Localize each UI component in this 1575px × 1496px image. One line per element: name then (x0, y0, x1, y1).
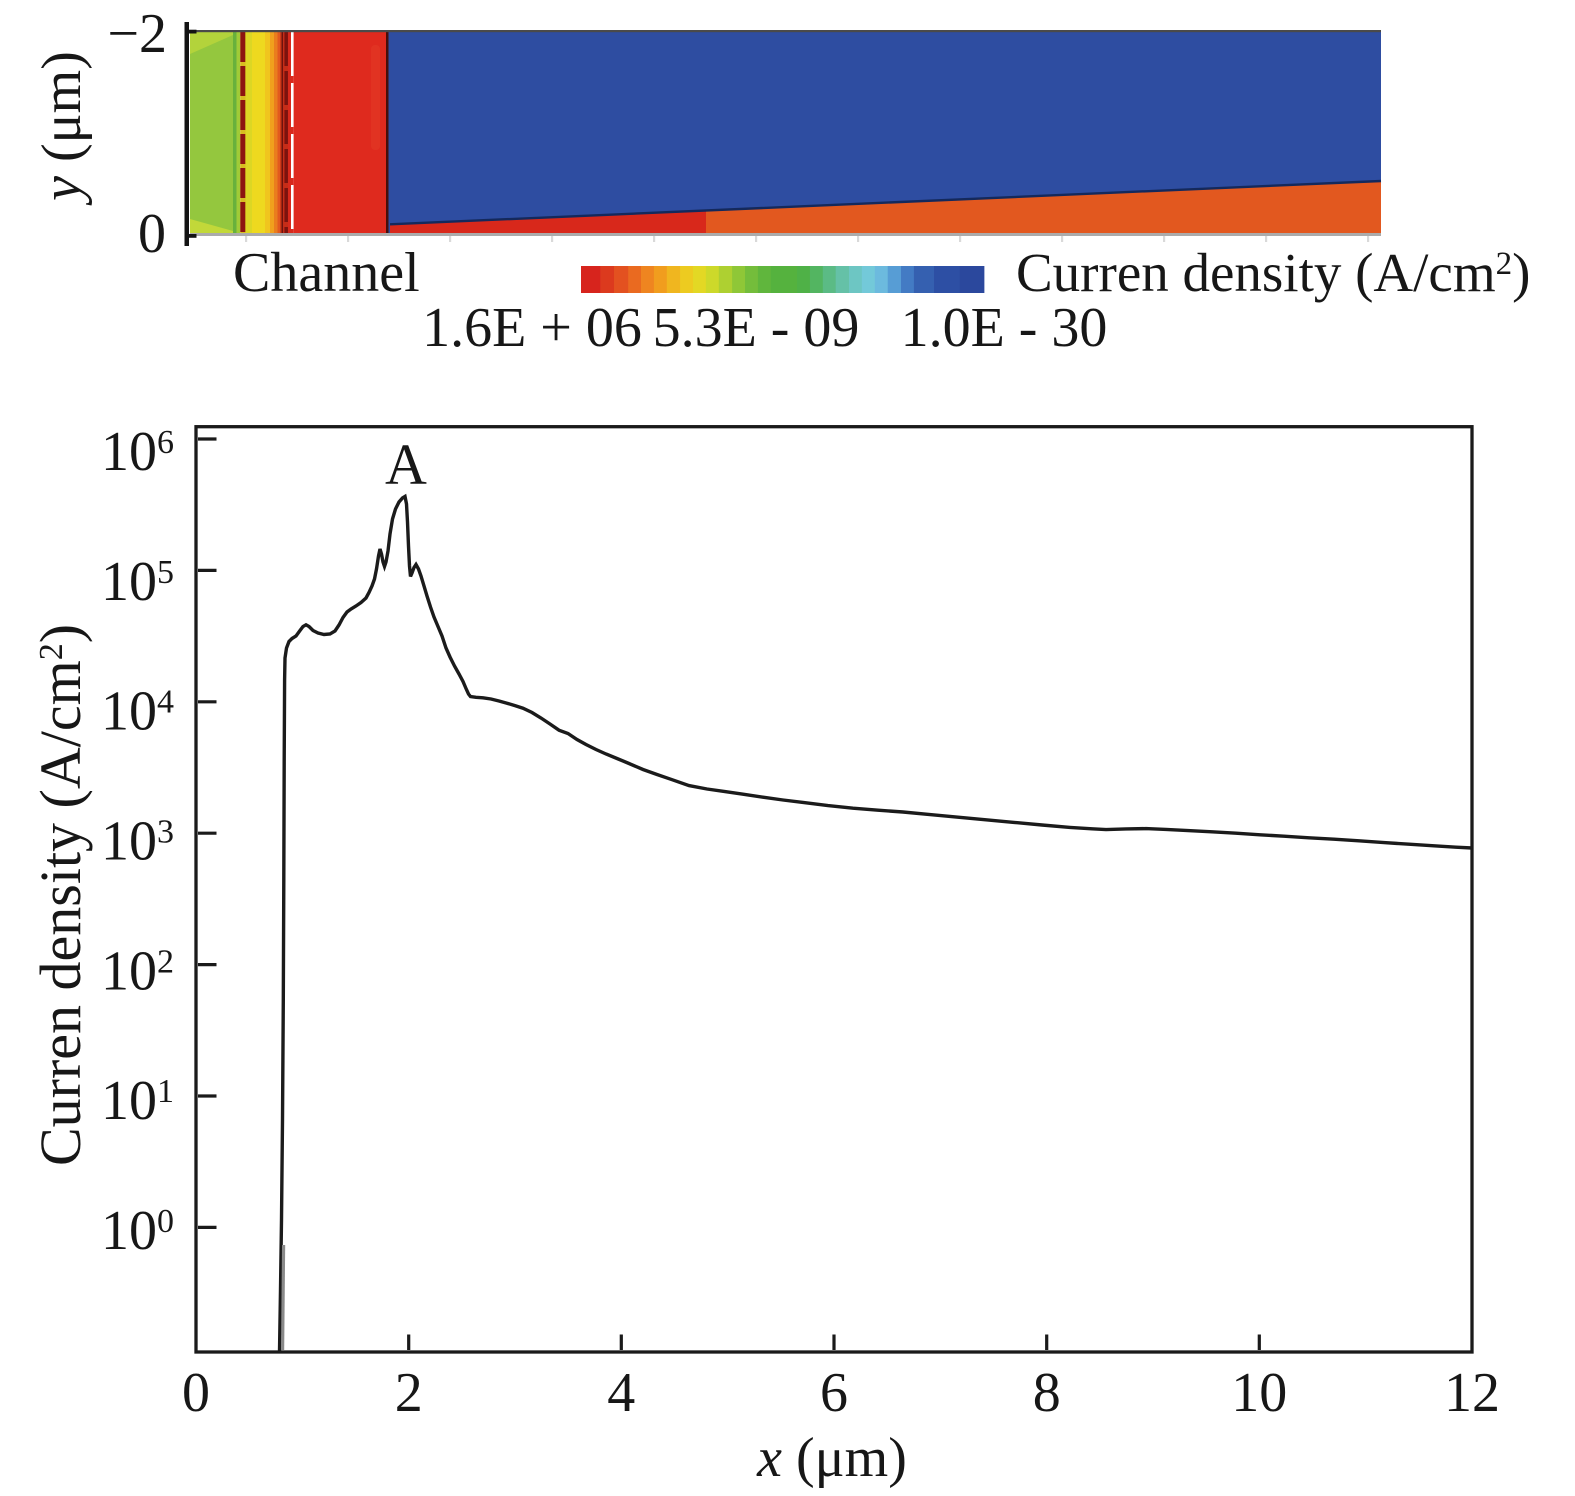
svg-text:A: A (385, 432, 427, 497)
svg-text:5.3E - 09: 5.3E - 09 (653, 297, 860, 359)
svg-text:10: 10 (1231, 1362, 1287, 1424)
svg-text:4: 4 (607, 1362, 635, 1424)
svg-text:1.0E - 30: 1.0E - 30 (901, 297, 1108, 359)
svg-text:Curren density (A/cm2): Curren density (A/cm2) (1016, 242, 1530, 303)
svg-text:12: 12 (1444, 1362, 1500, 1424)
svg-text:y (μm): y (μm) (31, 51, 93, 206)
svg-text:2: 2 (395, 1362, 423, 1424)
svg-text:Curren density (A/cm2): Curren density (A/cm2) (28, 624, 93, 1166)
svg-text:1.6E + 06: 1.6E + 06 (422, 297, 642, 359)
svg-text:0: 0 (182, 1362, 210, 1424)
svg-text:x (μm): x (μm) (756, 1427, 907, 1489)
svg-text:−2: −2 (107, 3, 167, 65)
svg-text:0: 0 (138, 203, 166, 265)
svg-text:Channel: Channel (233, 242, 420, 304)
svg-text:8: 8 (1033, 1362, 1061, 1424)
svg-text:6: 6 (820, 1362, 848, 1424)
